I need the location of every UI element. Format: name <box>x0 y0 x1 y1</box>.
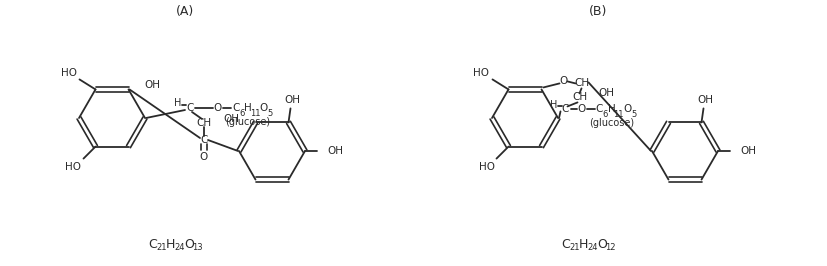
Text: OH: OH <box>697 95 714 105</box>
Text: C: C <box>561 238 570 251</box>
Text: O: O <box>260 103 268 113</box>
Text: CH: CH <box>572 92 587 102</box>
Text: C: C <box>595 105 603 114</box>
Text: C: C <box>148 238 157 251</box>
Text: OH: OH <box>145 80 160 90</box>
Text: O: O <box>624 105 632 114</box>
Text: HO: HO <box>474 68 490 78</box>
Text: 6: 6 <box>603 110 608 119</box>
Text: HO: HO <box>479 161 495 172</box>
Text: 5: 5 <box>631 110 636 119</box>
Text: 6: 6 <box>239 109 245 118</box>
Text: 11: 11 <box>250 109 261 118</box>
Text: (glucose): (glucose) <box>589 118 634 128</box>
Text: C: C <box>200 135 208 145</box>
Text: CH: CH <box>574 78 589 88</box>
Text: O: O <box>214 103 222 113</box>
Text: 21: 21 <box>156 243 166 252</box>
Text: C: C <box>232 103 240 113</box>
Text: C: C <box>186 103 194 113</box>
Text: OH: OH <box>740 146 756 156</box>
Text: 21: 21 <box>569 243 580 252</box>
Text: 11: 11 <box>614 110 624 119</box>
Text: 5: 5 <box>267 109 273 118</box>
Text: O: O <box>559 76 567 86</box>
Text: (glucose): (glucose) <box>226 117 270 127</box>
Text: H: H <box>550 101 557 110</box>
Text: HO: HO <box>60 68 77 78</box>
Text: OH: OH <box>284 95 300 105</box>
Text: C: C <box>562 105 569 114</box>
Text: 24: 24 <box>174 243 184 252</box>
Text: O: O <box>184 238 194 251</box>
Text: O: O <box>200 152 208 162</box>
Text: CH: CH <box>197 118 212 128</box>
Text: HO: HO <box>65 161 82 172</box>
Text: (A): (A) <box>176 5 194 18</box>
Text: H: H <box>166 238 175 251</box>
Text: 13: 13 <box>192 243 203 252</box>
Text: (B): (B) <box>589 5 607 18</box>
Text: H: H <box>244 103 252 113</box>
Text: 24: 24 <box>587 243 597 252</box>
Text: 12: 12 <box>605 243 615 252</box>
Text: OH: OH <box>599 88 614 98</box>
Text: H: H <box>174 98 182 108</box>
Text: OH: OH <box>223 114 239 124</box>
Text: O: O <box>597 238 607 251</box>
Text: O: O <box>577 105 586 114</box>
Text: H: H <box>608 105 615 114</box>
Text: OH: OH <box>327 146 343 156</box>
Text: H: H <box>579 238 588 251</box>
